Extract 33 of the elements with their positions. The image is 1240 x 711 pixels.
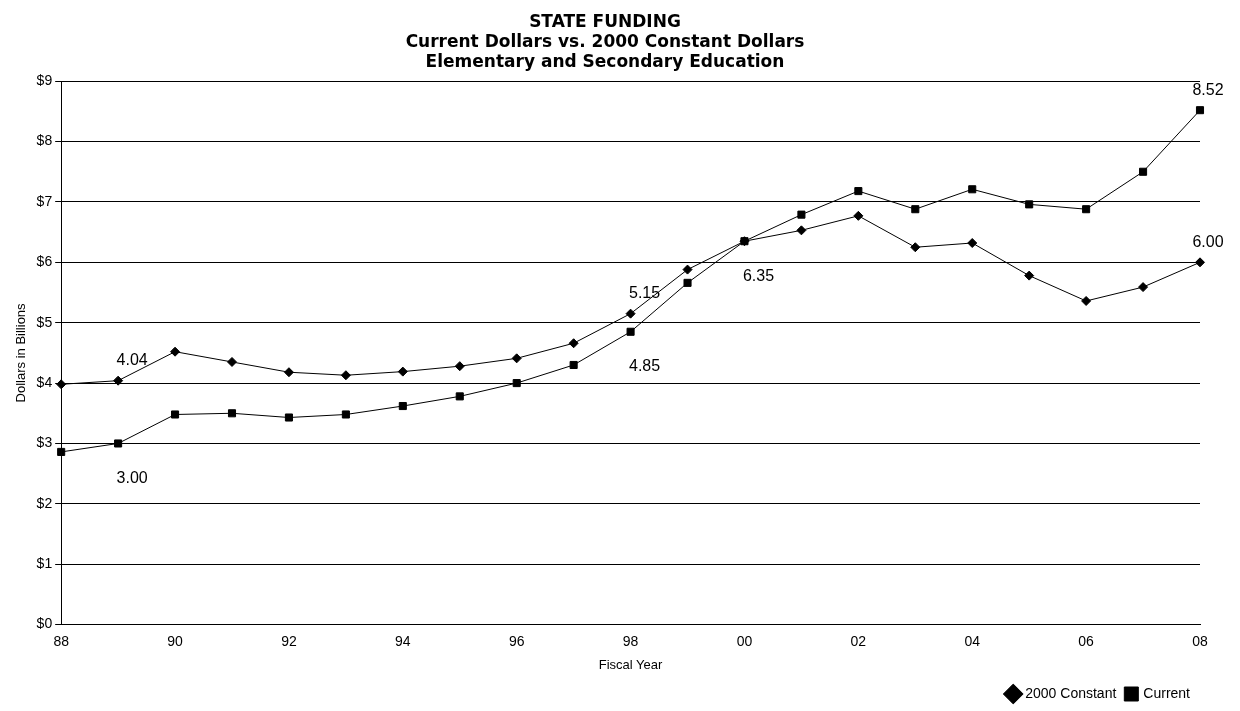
y-tick-label: $8 xyxy=(36,132,53,149)
y-axis-title: Dollars in Billions xyxy=(13,302,29,403)
y-tick-label: $7 xyxy=(36,192,53,209)
legend-label: 2000 Constant xyxy=(1025,684,1117,701)
data-label: 8.52 xyxy=(1192,80,1224,98)
data-label: 4.04 xyxy=(116,351,148,369)
x-tick-label: 94 xyxy=(395,632,411,649)
x-tick-label: 04 xyxy=(964,632,981,649)
chart-title: STATE FUNDING Current Dollars vs. 2000 Constant Dollars Elementary and Secondary Education xyxy=(405,10,805,72)
y-tick-label: $1 xyxy=(36,555,53,572)
data-label: 5.15 xyxy=(629,284,661,302)
x-axis-title: Fiscal Year xyxy=(598,656,664,672)
x-tick-label: 02 xyxy=(850,632,867,649)
x-tick-label: 06 xyxy=(1078,632,1095,649)
y-tick-label: $5 xyxy=(36,313,53,330)
x-tick-label: 98 xyxy=(622,632,639,649)
data-label: 3.00 xyxy=(116,468,148,486)
y-tick-label: $6 xyxy=(36,253,53,270)
legend-label: Current xyxy=(1143,684,1191,701)
x-tick-label: 00 xyxy=(736,632,753,649)
data-label: 4.85 xyxy=(629,357,661,375)
x-tick-label: 96 xyxy=(508,632,525,649)
data-label: 6.35 xyxy=(742,266,775,284)
x-tick-label: 90 xyxy=(167,632,184,649)
data-label: 6.00 xyxy=(1192,232,1224,250)
x-tick-label: 08 xyxy=(1192,632,1208,649)
y-tick-label: $4 xyxy=(36,373,53,390)
x-tick-label: 88 xyxy=(53,632,70,649)
x-tick-label: 92 xyxy=(281,632,297,649)
y-tick-label: $2 xyxy=(36,494,53,511)
y-tick-label: $0 xyxy=(36,615,53,632)
y-tick-label: $9 xyxy=(36,72,53,89)
y-tick-label: $3 xyxy=(36,434,53,451)
